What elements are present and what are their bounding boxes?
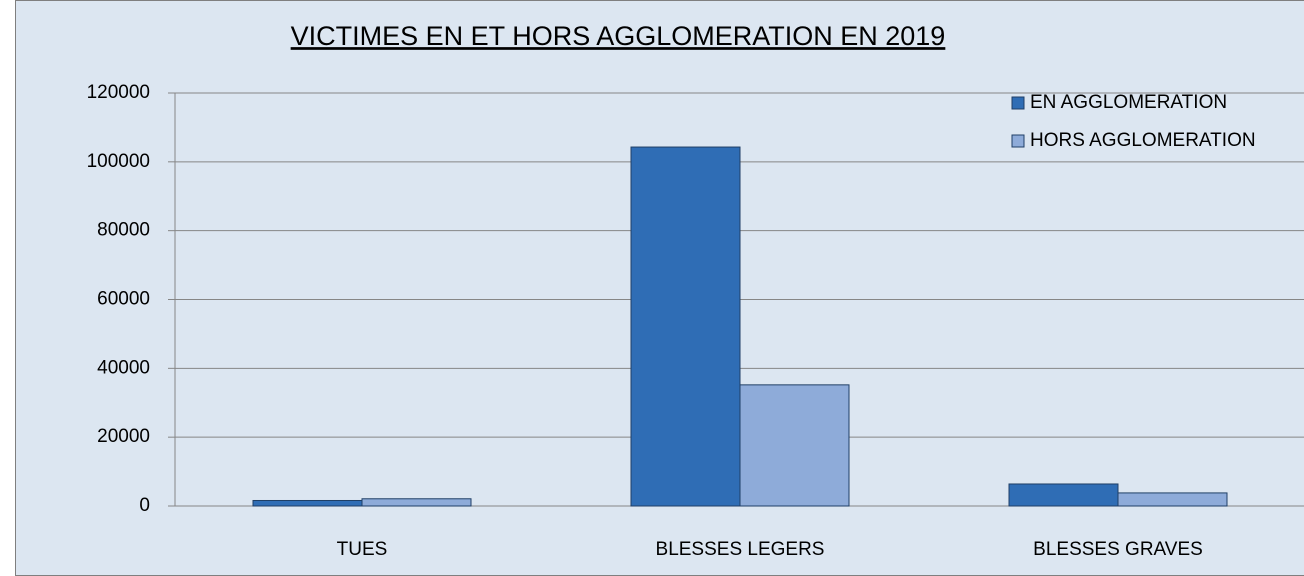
y-tick-label: 0 (139, 495, 150, 516)
y-tick-label: 80000 (97, 220, 150, 241)
legend-swatch (1011, 96, 1025, 110)
legend-swatch (1011, 134, 1025, 148)
bar (739, 384, 850, 507)
bar (252, 499, 363, 507)
x-tick-label: TUES (337, 539, 388, 560)
y-tick-label: 40000 (97, 357, 150, 378)
y-tick-label: 20000 (97, 426, 150, 447)
bar (630, 146, 741, 507)
y-tick-label: 120000 (87, 82, 150, 103)
bar (1117, 492, 1228, 507)
legend-label: HORS AGGLOMERATION (1030, 130, 1256, 151)
x-tick-label: BLESSES LEGERS (656, 539, 825, 560)
y-tick-label: 100000 (87, 151, 150, 172)
y-tick-label: 60000 (97, 289, 150, 310)
chart-title: VICTIMES EN ET HORS AGGLOMERATION EN 201… (291, 21, 946, 51)
x-tick-label: BLESSES GRAVES (1033, 539, 1203, 560)
bar (1008, 483, 1119, 507)
bar (361, 498, 472, 507)
legend-label: EN AGGLOMERATION (1030, 92, 1227, 113)
